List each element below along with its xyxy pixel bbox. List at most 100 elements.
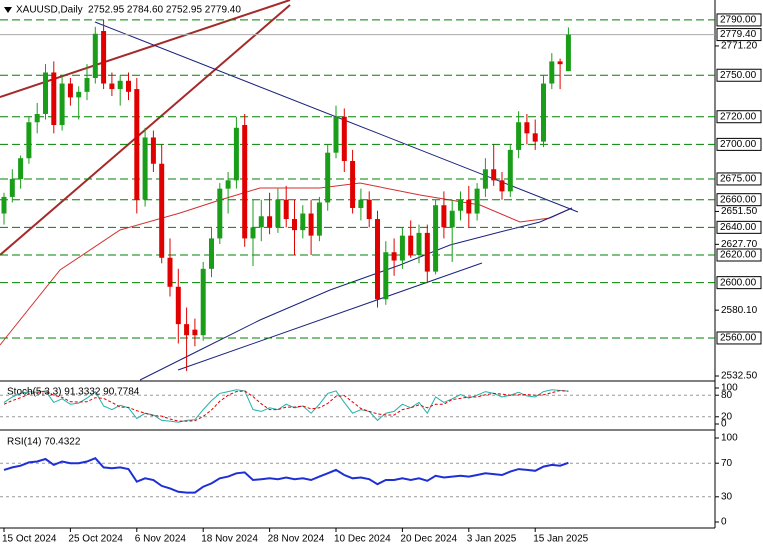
candle-body: [549, 61, 555, 84]
x-tick-label: 20 Dec 2024: [400, 534, 457, 545]
candle-body: [150, 137, 156, 164]
last-price-label: 2779.40: [720, 29, 757, 40]
candle-body: [507, 149, 513, 192]
candle-body: [51, 72, 57, 126]
candle-body: [67, 83, 73, 98]
panel-title: RSI(14) 70.4322: [7, 437, 81, 448]
series-line: [3, 389, 569, 422]
label-box: [716, 28, 762, 42]
x-tick-label: 15 Jan 2025: [533, 534, 588, 545]
candle-body: [84, 78, 90, 92]
chart-title: XAUUSD,Daily: [16, 5, 83, 16]
y-tick-label: 2580.10: [721, 305, 758, 316]
candle-body: [275, 199, 281, 228]
candle-body: [433, 205, 439, 272]
y-tick-label: 30: [721, 491, 733, 502]
channel-line: [0, 0, 291, 98]
candle-body: [424, 232, 430, 272]
candle-body: [225, 180, 231, 189]
candle-body: [167, 257, 173, 287]
candle-body: [524, 122, 530, 134]
candle-body: [59, 83, 65, 126]
candle-body: [458, 199, 463, 211]
level-label: 2720.00: [720, 111, 757, 122]
y-tick-label: 0: [721, 419, 727, 430]
candle-body: [117, 80, 123, 90]
candle-body: [233, 127, 239, 181]
series-line: [3, 457, 569, 494]
trend-line: [177, 262, 483, 371]
candle-body: [217, 188, 223, 239]
series-line: [3, 389, 569, 423]
level-label: 2560.00: [720, 333, 757, 344]
label-box: [716, 137, 762, 151]
candle-body: [76, 91, 82, 98]
candle-body: [333, 116, 339, 153]
y-tick-label: 2532.50: [721, 371, 758, 382]
candle-body: [350, 160, 356, 208]
x-tick-label: 10 Dec 2024: [334, 534, 391, 545]
candle-body: [366, 199, 372, 220]
candle-body: [416, 232, 422, 255]
collapse-icon: [4, 7, 12, 13]
candle-body: [399, 235, 405, 261]
candle-body: [358, 199, 364, 208]
candle-body: [267, 216, 273, 228]
candle-body: [474, 188, 480, 214]
moving-average: [139, 207, 573, 381]
candle-body: [43, 72, 48, 114]
moving-average: [0, 182, 573, 346]
candle-body: [242, 125, 248, 239]
candle-body: [383, 252, 389, 300]
candle-body: [391, 252, 397, 261]
candle-body: [565, 34, 571, 72]
label-box: [716, 276, 762, 290]
candle-body: [26, 122, 32, 159]
candle-body: [109, 83, 115, 90]
candle-body: [34, 113, 40, 123]
candle-body: [316, 202, 322, 236]
candle-body: [441, 205, 447, 228]
x-tick-label: 15 Oct 2024: [2, 534, 57, 545]
candle-body: [200, 268, 206, 336]
candle-body: [482, 169, 488, 189]
y-tick-label: 20: [721, 411, 733, 422]
frame: [0, 0, 716, 529]
candle-body: [250, 227, 256, 239]
candle-body: [449, 210, 455, 228]
candle-body: [209, 238, 214, 269]
label-box: [716, 172, 762, 186]
y-tick-label: 100: [721, 433, 738, 444]
candle-body: [1, 196, 7, 214]
candle-body: [308, 213, 314, 236]
candle-body: [159, 163, 165, 258]
y-tick-label: 2651.50: [721, 206, 758, 217]
candle-body: [142, 137, 148, 200]
candle-body: [375, 219, 380, 300]
candle-body: [408, 235, 414, 255]
label-box: [716, 248, 762, 262]
label-box: [716, 68, 762, 82]
candle-body: [192, 329, 198, 336]
x-tick-label: 25 Oct 2024: [68, 534, 123, 545]
candle-body: [541, 83, 546, 142]
candle-body: [300, 213, 306, 231]
level-label: 2675.00: [720, 174, 757, 185]
candle-body: [175, 286, 181, 325]
candle-body: [92, 33, 98, 79]
level-label: 2660.00: [720, 194, 757, 205]
y-tick-label: 2627.70: [721, 239, 758, 250]
candle-body: [184, 324, 190, 336]
level-label: 2620.00: [720, 250, 757, 261]
label-box: [716, 110, 762, 124]
candle-body: [292, 219, 297, 231]
candle-body: [466, 199, 472, 214]
candle-body: [557, 61, 563, 65]
label-box: [716, 331, 762, 345]
candle-body: [516, 122, 522, 150]
x-tick-label: 3 Jan 2025: [467, 534, 517, 545]
level-label: 2640.00: [720, 222, 757, 233]
candle-body: [134, 89, 140, 200]
candle-body: [18, 158, 24, 179]
